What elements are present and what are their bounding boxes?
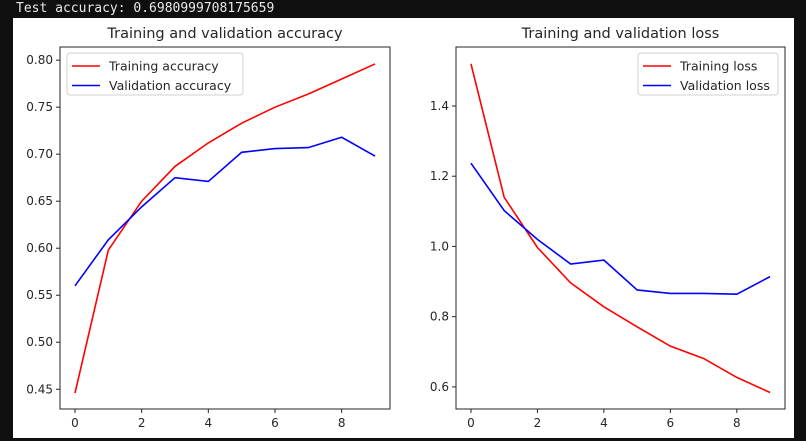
chart-loss: Training and validation loss 0 2 4 6 8 0.6 0.8 1…	[430, 26, 786, 430]
y-tick-label: 0.55	[26, 288, 53, 302]
y-tick-label: 0.60	[26, 241, 53, 255]
series-line-training-accuracy	[74, 63, 376, 394]
y-tick-label: 0.8	[430, 310, 449, 324]
chart-title: Training and validation loss	[521, 26, 720, 42]
legend-label: Training loss	[679, 59, 757, 74]
x-tick-label: 8	[338, 416, 346, 430]
x-tick-label: 0	[71, 416, 79, 430]
y-tick-label: 0.80	[26, 53, 53, 67]
figure: Training and validation accuracy 0 2 4 6 8 0.4…	[13, 18, 794, 438]
x-tick-label: 8	[733, 416, 741, 430]
x-tick-label: 2	[534, 416, 542, 430]
chart-title: Training and validation accuracy	[106, 26, 343, 42]
series-line-training-loss	[470, 63, 771, 394]
series-line-validation-accuracy	[74, 136, 376, 287]
chart-accuracy: Training and validation accuracy 0 2 4 6 8 0.4…	[26, 26, 391, 430]
series-line-validation-loss	[470, 162, 771, 295]
charts-svg: Training and validation accuracy 0 2 4 6 8 0.4…	[26, 26, 786, 430]
legend-label: Validation loss	[680, 78, 770, 93]
y-tick-label: 0.6	[430, 380, 449, 394]
y-tick-label: 1.4	[430, 99, 449, 113]
y-tick-label: 0.65	[26, 194, 53, 208]
x-tick-label: 6	[667, 416, 675, 430]
axes-frame	[455, 46, 786, 410]
x-tick-label: 4	[205, 416, 213, 430]
legend-box	[637, 52, 779, 96]
x-tick-label: 0	[467, 416, 475, 430]
legend-label: Training accuracy	[108, 59, 219, 74]
y-tick-label: 0.50	[26, 335, 53, 349]
y-tick-label: 1.2	[430, 169, 449, 183]
axes-frame	[59, 46, 391, 410]
y-tick-label: 0.45	[26, 382, 53, 396]
y-tick-label: 1.0	[430, 239, 449, 253]
legend-box	[66, 52, 244, 96]
y-tick-label: 0.70	[26, 147, 53, 161]
x-tick-label: 2	[138, 416, 146, 430]
cell-output-text: Test accuracy: 0.6980999708175659	[16, 1, 275, 16]
x-tick-label: 6	[271, 416, 279, 430]
x-tick-label: 4	[600, 416, 608, 430]
legend-label: Validation accuracy	[109, 78, 232, 93]
y-tick-label: 0.75	[26, 100, 53, 114]
